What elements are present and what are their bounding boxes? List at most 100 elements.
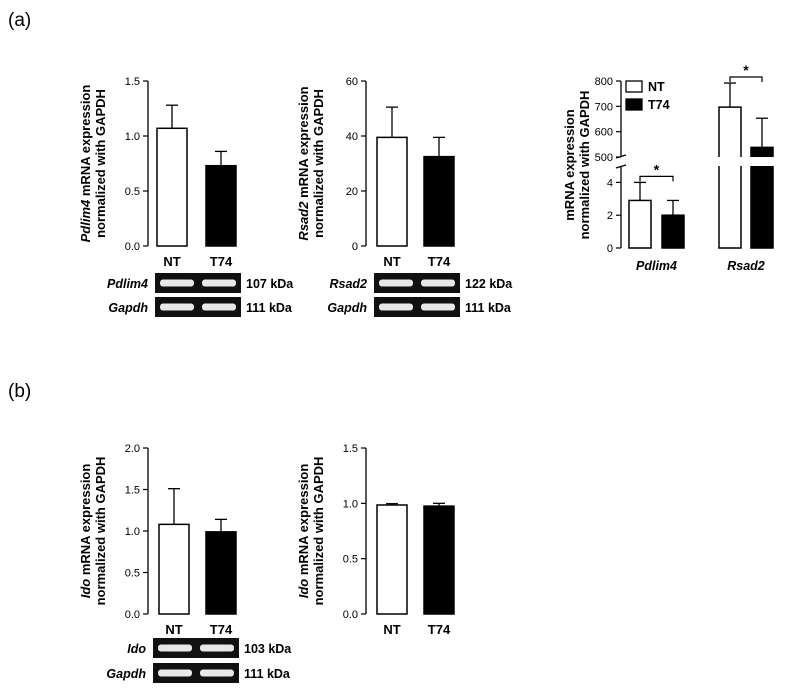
ido-y-tick-label: 0.5 [125,568,140,580]
ido2-x-label: NT [383,622,400,637]
pdlim4-chart: 0.0 0.5 1.0 1.5 Pdlim4 mRNA expression normal… [78,76,294,317]
rsad2-x-label: T74 [428,254,451,269]
ido-y-tick-label: 1.0 [125,526,140,538]
pdlim4-gel-band-t74 [202,279,236,287]
ido-gel-size-label: 111 kDa [244,667,291,681]
ido-gel-band-nt [158,644,192,652]
pdlim4-y-label-line2: normalized with GAPDH [93,89,108,238]
rsad2-gel-size-label: 122 kDa [465,277,513,291]
combined-bar-rsad2-nt-upper [718,106,742,157]
ido-bar-nt [158,523,190,615]
ido2-y-tick-label: 0.5 [343,554,358,566]
combined-significance-star: * [743,62,749,78]
ido-gel-band-nt [158,669,192,677]
rsad2-gel-band-nt [379,303,413,311]
rsad2-gel-gene-label: Gapdh [327,301,367,315]
combined-x-label: Rsad2 [727,259,765,273]
legend-swatch-t74 [625,98,643,111]
panel-label-a: (a) [8,10,31,31]
combined-x-label: Pdlim4 [636,259,677,273]
ido-y-label-line2: normalized with GAPDH [93,457,108,606]
rsad2-y-tick-label: 20 [346,186,358,198]
rsad2-gel-band-t74 [421,303,455,311]
combined-bar-pdlim4-nt [628,199,652,249]
pdlim4-bar-nt [156,127,188,247]
rsad2-gel-lane-strip [374,297,460,317]
ido-y-tick-label: 1.5 [125,485,140,497]
ido2-y-tick-label: 1.5 [343,443,358,455]
combined-y-label-line2: normalized with GAPDH [577,91,592,240]
pdlim4-y-tick-label: 0.5 [125,186,140,198]
rsad2-y-tick-label: 60 [346,76,358,88]
combined-y-tick-label: 2 [607,210,613,222]
combined-chart: 0 2 4 500 600 700 800 mRNA expression normalized… [562,62,774,273]
pdlim4-bar-t74 [205,164,237,247]
ido-y-tick-label: 2.0 [125,443,140,455]
combined-y-tick-label: 700 [595,101,613,113]
ido2-chart: 0.0 0.5 1.0 1.5 Ido mRNA expression normalize… [296,443,455,637]
combined-bar-pdlim4-t74 [661,214,685,249]
rsad2-x-label: NT [383,254,400,269]
ido-gel-size-label: 103 kDa [244,642,292,656]
ido-gel-gene-label: Gapdh [106,667,146,681]
ido2-bar-nt [376,504,408,615]
pdlim4-gel-lane-strip [155,273,241,293]
rsad2-gel-band-nt [379,279,413,287]
rsad2-y-tick-label: 40 [346,131,358,143]
rsad2-gel-band-t74 [421,279,455,287]
pdlim4-gel-band-t74 [202,303,236,311]
rsad2-gel-gene-label: Rsad2 [329,277,367,291]
pdlim4-y-label-line1: Pdlim4 mRNA expression [78,85,93,243]
panel-label-b: (b) [8,381,31,402]
ido-gel-lane-strip [153,663,239,683]
pdlim4-gel-size-label: 107 kDa [246,277,294,291]
combined-y-tick-label: 800 [595,76,613,88]
pdlim4-gel-gene-label: Pdlim4 [107,277,148,291]
combined-y-tick-label: 4 [607,177,613,189]
ido2-y-label-line2: normalized with GAPDH [311,457,326,606]
pdlim4-x-label: T74 [210,254,233,269]
pdlim4-gel-band-nt [160,279,194,287]
pdlim4-gel-gene-label: Gapdh [108,301,148,315]
pdlim4-gel-band-nt [160,303,194,311]
rsad2-y-label-line2: normalized with GAPDH [311,89,326,238]
combined-significance-star: * [654,161,660,177]
ido-gel-band-t74 [200,644,234,652]
combined-y-tick-label: 600 [595,127,613,139]
rsad2-y-label-line1: Rsad2 mRNA expression [296,86,311,240]
legend-label-nt: NT [648,80,665,94]
pdlim4-y-tick-label: 1.5 [125,76,140,88]
legend-swatch-nt [625,80,643,93]
ido2-bar-t74 [423,505,455,615]
ido2-x-label: T74 [428,622,451,637]
ido-y-label-line1: Ido mRNA expression [78,464,93,599]
pdlim4-x-label: NT [163,254,180,269]
combined-significance-bracket [639,175,674,182]
combined-axis-break-mark [615,164,627,169]
ido-x-label: T74 [210,622,233,637]
combined-bar-rsad2-t74-upper [750,146,774,157]
combined-y-label-line1: mRNA expression [562,109,577,221]
legend-label-t74: T74 [648,98,670,112]
ido2-y-tick-label: 0.0 [343,609,358,621]
rsad2-gel-lane-strip [374,273,460,293]
rsad2-gel-size-label: 111 kDa [465,301,512,315]
combined-bar-rsad2-nt-lower [718,166,742,249]
pdlim4-gel-lane-strip [155,297,241,317]
ido2-y-label-line1: Ido mRNA expression [296,464,311,599]
rsad2-chart: 0 20 40 60 Rsad2 mRNA expression normalized w… [296,76,513,317]
ido-gel-gene-label: Ido [127,642,146,656]
ido-gel-lane-strip [153,638,239,658]
ido-chart: 0.0 0.5 1.0 1.5 2.0 Ido mRNA expression normal… [78,443,292,683]
combined-y-tick-label: 0 [607,243,613,255]
ido2-y-tick-label: 1.0 [343,498,358,510]
ido-y-tick-label: 0.0 [125,609,140,621]
ido-x-label: NT [165,622,182,637]
ido-gel-band-t74 [200,669,234,677]
combined-bar-rsad2-t74-lower [750,166,774,249]
combined-y-tick-label: 500 [595,152,613,164]
pdlim4-y-tick-label: 0.0 [125,241,140,253]
rsad2-bar-nt [376,136,408,247]
